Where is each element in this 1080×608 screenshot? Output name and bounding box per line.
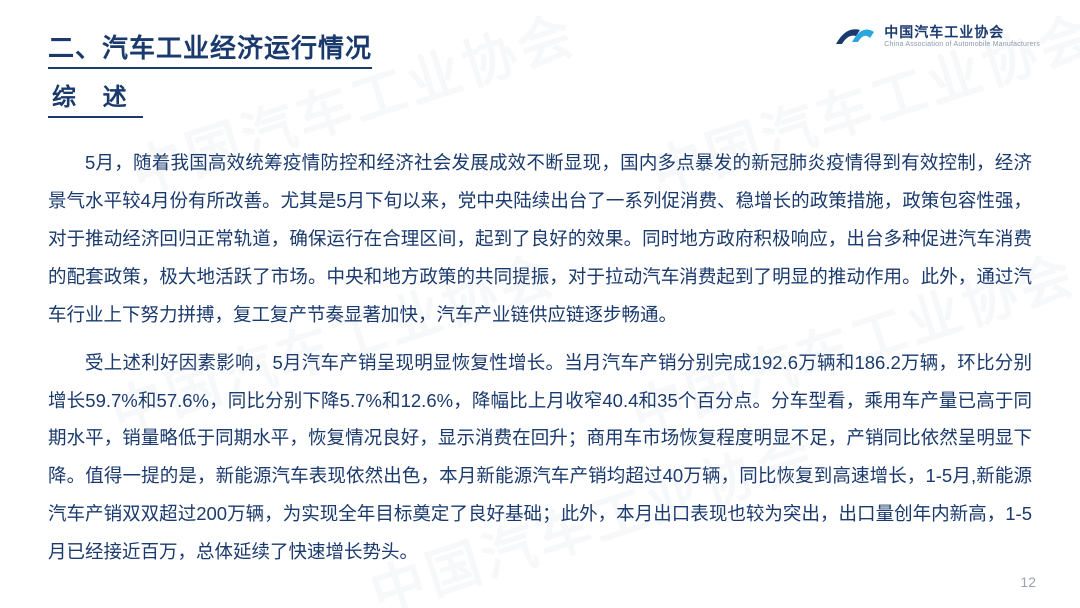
- page-number: 12: [1020, 574, 1036, 590]
- slide-header: 二、汽车工业经济运行情况 综 述: [48, 28, 1032, 118]
- body-text: 5月，随着我国高效统筹疫情防控和经济社会发展成效不断显现，国内多点暴发的新冠肺炎…: [48, 144, 1032, 571]
- section-subtitle: 综 述: [48, 77, 143, 118]
- section-title: 二、汽车工业经济运行情况: [48, 28, 372, 69]
- slide: 中国汽车工业协会 中国汽车工业协会 中国汽车工业协会 中国汽车工业协会 中国汽车…: [0, 0, 1080, 608]
- paragraph: 5月，随着我国高效统筹疫情防控和经济社会发展成效不断显现，国内多点暴发的新冠肺炎…: [48, 144, 1032, 334]
- paragraph: 受上述利好因素影响，5月汽车产销呈现明显恢复性增长。当月汽车产销分别完成192.…: [48, 344, 1032, 572]
